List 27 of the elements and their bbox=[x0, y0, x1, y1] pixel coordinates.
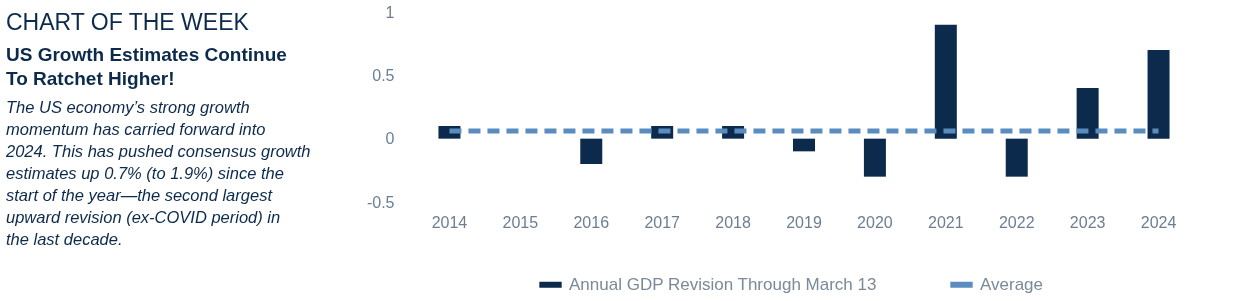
x-tick-label: 2016 bbox=[573, 213, 610, 231]
legend-label: Average bbox=[980, 274, 1044, 294]
bar bbox=[934, 24, 957, 139]
bar bbox=[1147, 50, 1170, 139]
x-tick-label: 2024 bbox=[1140, 213, 1177, 231]
y-tick-label: 0.5 bbox=[372, 66, 395, 84]
x-tick-label: 2017 bbox=[644, 213, 681, 231]
x-tick-label: 2021 bbox=[928, 213, 964, 231]
bar bbox=[580, 138, 603, 164]
x-tick-label: 2022 bbox=[998, 213, 1035, 231]
bar bbox=[793, 138, 815, 152]
bar bbox=[1005, 138, 1028, 177]
y-tick-label: 0 bbox=[385, 130, 395, 148]
y-tick-label: -0.5 bbox=[366, 193, 395, 211]
text: US Growth Estimates Continue To Ratchet Higher! bbox=[6, 44, 287, 89]
text: The US economy’s strong growth momentum has carried forward into 2024. This has pushed consensus growth estimates up 0.7% (to 1.9%) since the start of the year—the second largest upward revision (ex-COVID period) in the last decade. bbox=[5, 98, 311, 248]
text: CHART OF THE WEEK bbox=[6, 9, 250, 35]
bar bbox=[863, 138, 886, 177]
x-tick-label: 2018 bbox=[715, 213, 751, 231]
legend-label: Annual GDP Revision Through March 13 bbox=[569, 274, 877, 294]
x-tick-label: 2015 bbox=[502, 213, 539, 231]
bar bbox=[1076, 88, 1099, 139]
x-tick-label: 2014 bbox=[431, 213, 468, 231]
x-tick-label: 2019 bbox=[786, 213, 822, 231]
x-tick-label: 2023 bbox=[1069, 213, 1106, 231]
y-tick-label: 1 bbox=[385, 3, 395, 21]
x-tick-label: 2020 bbox=[857, 213, 893, 231]
